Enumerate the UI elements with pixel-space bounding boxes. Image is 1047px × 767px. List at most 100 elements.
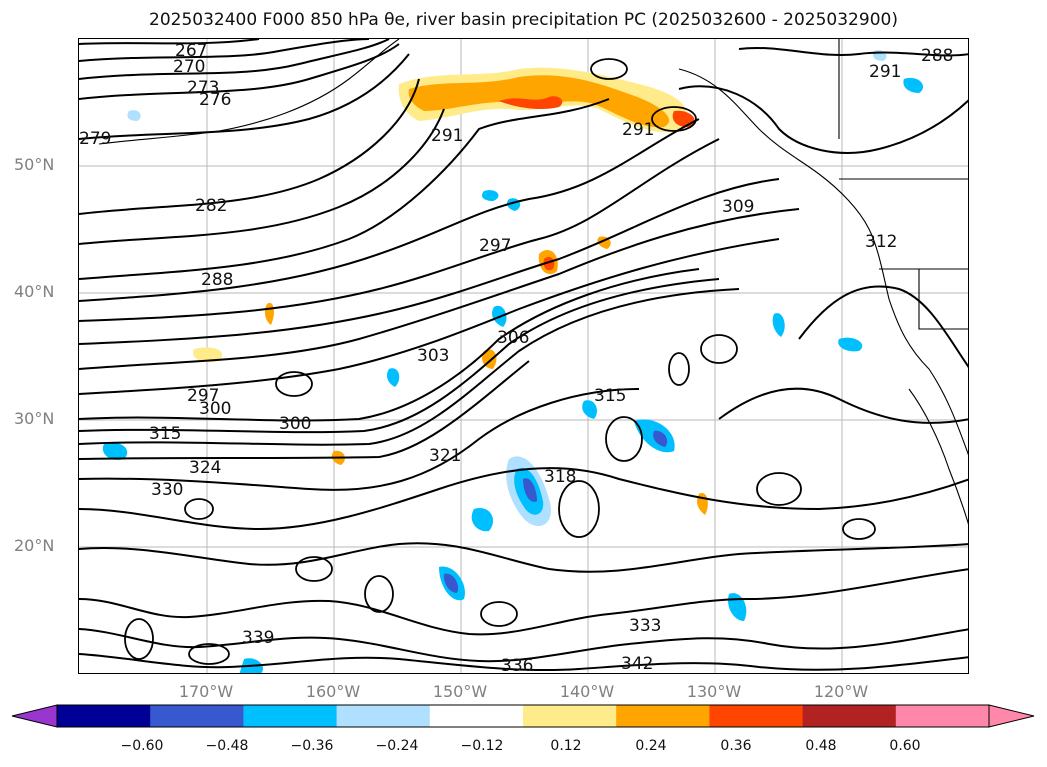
contour-loop — [124, 618, 154, 660]
contour-label: 300 — [199, 399, 231, 419]
contour-label: 342 — [621, 654, 653, 674]
contour-label: 315 — [149, 424, 181, 444]
lat-label-50n: 50°N — [14, 155, 55, 174]
contour-loop — [651, 106, 697, 132]
colorbar-extend-high — [988, 704, 1035, 728]
baja-coast — [908, 388, 968, 525]
contour-line — [79, 118, 700, 302]
colorbar-tick: −0.12 — [460, 738, 504, 754]
contour-loop — [558, 480, 600, 538]
contour-loop — [188, 643, 230, 665]
colorbar-tick: −0.60 — [120, 738, 164, 754]
lat-label-20n: 20°N — [14, 536, 55, 555]
negative-anomaly-area — [728, 593, 747, 621]
lon-label-140w: 140°W — [559, 682, 615, 701]
contour-label: 312 — [865, 232, 897, 252]
contour-line — [79, 178, 780, 345]
negative-anomaly-area — [102, 442, 128, 460]
positive-anomaly-area — [193, 347, 223, 363]
contour-label: 330 — [151, 480, 183, 500]
contour-line — [79, 43, 400, 100]
lon-label-170w: 170°W — [178, 682, 234, 701]
negative-anomaly-area — [582, 400, 598, 419]
contour-line — [79, 467, 968, 531]
contour-label: 324 — [189, 458, 221, 478]
contour-loop — [668, 352, 690, 386]
contour-line — [79, 288, 740, 446]
contour-line — [79, 268, 700, 422]
north-america-coast — [678, 68, 968, 456]
contour-loop — [590, 58, 628, 80]
negative-anomaly-area — [903, 77, 924, 93]
contour-label: 333 — [629, 616, 661, 636]
colorbar-bin — [150, 705, 244, 727]
colorbar-bin — [616, 705, 710, 727]
contour-label: 279 — [79, 129, 111, 149]
colorbar-bin — [709, 705, 804, 727]
contour-line — [798, 285, 968, 368]
contour-loop — [364, 575, 394, 613]
contour-label: 300 — [279, 414, 311, 434]
contour-loop — [842, 518, 876, 540]
negative-anomaly-area — [471, 508, 494, 532]
plot-title: 2025032400 F000 850 hPa θe, river basin … — [149, 10, 898, 30]
colorbar-bin — [523, 705, 617, 727]
contour-label: 309 — [722, 197, 754, 217]
positive-anomaly-core — [499, 96, 563, 109]
contour-label: 273 — [187, 78, 219, 98]
lon-label-130w: 130°W — [686, 682, 742, 701]
contour-labels: 267 270 273 276 279 282 288 291 291 297 … — [79, 41, 953, 674]
colorbar-tick: 0.48 — [805, 738, 837, 754]
contour-loop — [756, 472, 802, 506]
contour-line — [79, 78, 420, 215]
colorbar-bins — [57, 705, 990, 727]
positive-anomaly-area — [264, 302, 274, 325]
contour-label: 291 — [622, 120, 654, 140]
aleutian-coast — [98, 39, 400, 145]
colorbar-tick: −0.48 — [205, 738, 249, 754]
contour-line — [79, 39, 260, 45]
negative-anomaly-area — [772, 313, 785, 337]
colorbar — [11, 704, 1035, 728]
contour-label: 288 — [921, 46, 953, 66]
colorbar-extend-low — [11, 704, 58, 728]
map-svg: 267 270 273 276 279 282 288 291 291 297 … — [79, 39, 968, 674]
contour-label: 336 — [501, 656, 533, 674]
contour-label: 288 — [201, 270, 233, 290]
lon-label-160w: 160°W — [305, 682, 361, 701]
colorbar-bin — [243, 705, 338, 727]
contour-loop — [275, 371, 313, 397]
lon-label-120w: 120°W — [813, 682, 869, 701]
contour-line — [79, 628, 968, 663]
contour-label: 303 — [417, 346, 449, 366]
contour-label: 267 — [175, 41, 207, 61]
lat-label-30n: 30°N — [14, 409, 55, 428]
contour-line — [79, 568, 968, 636]
colorbar-tick: 0.60 — [889, 738, 921, 754]
colorbar-bin — [802, 705, 897, 727]
contour-label: 315 — [594, 386, 626, 406]
contour-line — [79, 208, 800, 370]
contour-label: 321 — [429, 446, 461, 466]
contour-label: 318 — [544, 467, 576, 487]
contour-line — [79, 653, 968, 672]
negative-anomaly-area — [387, 368, 400, 387]
negative-anomaly-core — [443, 573, 459, 593]
contour-loop — [295, 556, 333, 582]
negative-anomaly-area — [838, 337, 863, 352]
negative-anomaly-core — [653, 430, 668, 447]
colorbar-tick: −0.24 — [375, 738, 419, 754]
contour-loop — [184, 498, 214, 520]
colorbar-tick: 0.12 — [550, 738, 582, 754]
contour-loop — [605, 416, 643, 462]
contour-label: 297 — [187, 386, 219, 406]
theta-e-contours — [79, 39, 968, 672]
contour-loop — [480, 601, 518, 627]
colorbar-frame — [56, 704, 990, 728]
colorbar-bin — [57, 705, 151, 727]
map-panel: 267 270 273 276 279 282 288 291 291 297 … — [78, 38, 969, 674]
contour-line — [678, 85, 968, 154]
contour-line — [79, 98, 610, 280]
contour-line — [79, 238, 780, 395]
negative-anomaly-area — [873, 50, 887, 61]
